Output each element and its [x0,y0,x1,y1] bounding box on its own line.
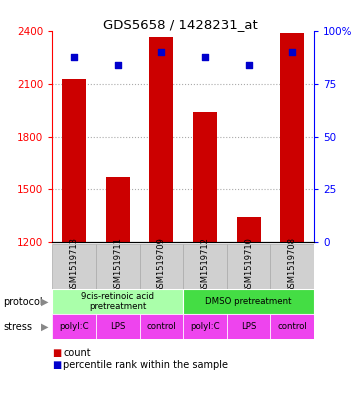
Bar [52,289,183,314]
Text: control: control [277,322,307,331]
Point [246,62,252,68]
Point [202,53,208,60]
Text: GSM1519710: GSM1519710 [244,237,253,293]
Bar [149,37,173,242]
Bar [280,33,304,242]
Bar [183,289,314,314]
Bar [237,217,261,242]
Bar [96,314,140,339]
Text: percentile rank within the sample: percentile rank within the sample [63,360,228,371]
Bar [270,314,314,339]
Text: GSM1519709: GSM1519709 [157,237,166,293]
Text: DMSO pretreatment: DMSO pretreatment [205,297,292,306]
Text: polyI:C: polyI:C [190,322,220,331]
Bar [52,314,96,339]
Bar [183,244,227,289]
Point [290,49,295,55]
Point [115,62,121,68]
Bar [140,314,183,339]
Bar [52,244,96,289]
Text: ■: ■ [52,347,62,358]
Point [158,49,164,55]
Text: LPS: LPS [241,322,256,331]
Bar [183,314,227,339]
Bar [96,244,140,289]
Text: polyI:C: polyI:C [59,322,89,331]
Text: ▶: ▶ [42,321,49,332]
Text: count: count [63,347,91,358]
Bar [227,244,270,289]
Text: LPS: LPS [110,322,126,331]
Bar [62,79,86,242]
Text: GSM1519708: GSM1519708 [288,237,297,293]
Text: ■: ■ [52,360,62,371]
Bar [140,244,183,289]
Text: GSM1519712: GSM1519712 [200,237,209,293]
Bar [193,112,217,242]
Bar [106,177,130,242]
Text: GDS5658 / 1428231_at: GDS5658 / 1428231_at [103,18,258,31]
Text: GSM1519711: GSM1519711 [113,237,122,293]
Text: protocol: protocol [4,297,43,307]
Text: 9cis-retinoic acid
pretreatment: 9cis-retinoic acid pretreatment [81,292,154,311]
Text: stress: stress [4,321,32,332]
Text: GSM1519713: GSM1519713 [70,237,79,293]
Text: control: control [147,322,176,331]
Bar [227,314,270,339]
Text: ▶: ▶ [42,297,49,307]
Point [71,53,77,60]
Bar [270,244,314,289]
